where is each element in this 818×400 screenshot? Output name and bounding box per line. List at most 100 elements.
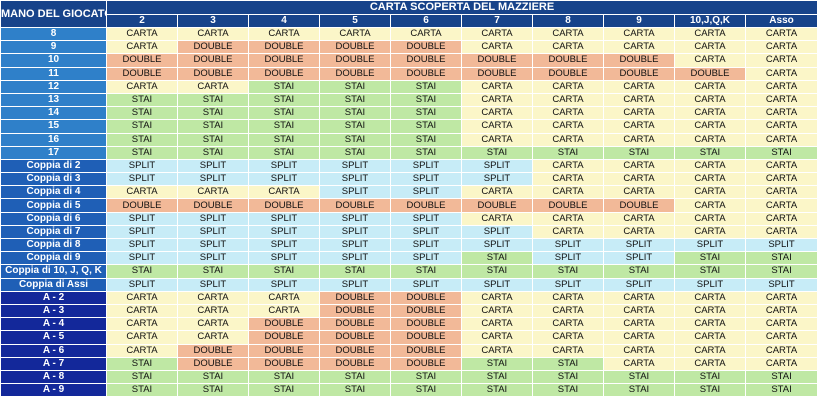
action-cell: STAI — [177, 369, 249, 385]
action-cell: SPLIT — [106, 211, 178, 226]
action-cell: DOUBLE — [319, 356, 391, 371]
action-cell: DOUBLE — [390, 343, 462, 358]
action-cell: DOUBLE — [390, 303, 462, 319]
action-cell: CARTA — [603, 40, 675, 55]
action-cell: CARTA — [177, 185, 249, 200]
table-row: Coppia di 2 SPLIT SPLIT SPLIT SPLIT SPLIT SPLI… — [0, 158, 818, 174]
action-cell: STAI — [177, 383, 249, 398]
action-cell: STAI — [177, 145, 249, 160]
action-cell: DOUBLE — [532, 198, 604, 213]
action-cell: CARTA — [532, 343, 604, 358]
action-cell: STAI — [319, 106, 391, 121]
player-hand-label: 17 — [0, 145, 107, 160]
action-cell: SPLIT — [390, 277, 462, 292]
action-cell: DOUBLE — [390, 198, 462, 213]
action-cell: CARTA — [461, 119, 533, 134]
action-cell: DOUBLE — [390, 290, 462, 305]
action-cell: STAI — [106, 369, 178, 385]
action-cell: STAI — [744, 145, 818, 160]
table-row: 14 STAI STAI STAI STAI STAI CARTA CARTA CARTA CAR… — [0, 106, 818, 121]
player-hand-label: Coppia di 9 — [0, 251, 107, 266]
action-cell: SPLIT — [603, 237, 675, 253]
action-cell: CARTA — [106, 330, 178, 345]
action-cell: SPLIT — [106, 224, 178, 240]
table-row: A - 2 CARTA CARTA CARTA DOUBLE DOUBLE CARTA CAR… — [0, 290, 818, 305]
action-cell: SPLIT — [674, 277, 746, 292]
player-hand-label: 8 — [0, 26, 107, 42]
action-cell: DOUBLE — [319, 53, 391, 68]
action-cell: STAI — [319, 383, 391, 398]
action-cell: STAI — [248, 369, 320, 385]
table-row: 13 STAI STAI STAI STAI STAI CARTA CARTA CARTA CAR… — [0, 92, 818, 108]
action-cell: DOUBLE — [319, 198, 391, 213]
table-row: 17 STAI STAI STAI STAI STAI STAI STAI STAI STAI ST… — [0, 145, 818, 160]
table-row: Coppia di 5 DOUBLE DOUBLE DOUBLE DOUBLE DOUBL… — [0, 198, 818, 213]
action-cell: SPLIT — [248, 172, 320, 187]
action-cell: DOUBLE — [390, 53, 462, 68]
action-cell: CARTA — [106, 40, 178, 55]
action-cell: DOUBLE — [390, 66, 462, 81]
action-cell: CARTA — [674, 53, 746, 68]
action-cell: CARTA — [532, 330, 604, 345]
action-cell: CARTA — [744, 26, 818, 42]
action-cell: STAI — [248, 145, 320, 160]
action-cell: CARTA — [461, 185, 533, 200]
action-cell: CARTA — [744, 198, 818, 213]
action-cell: CARTA — [603, 26, 675, 42]
action-cell: SPLIT — [106, 172, 178, 187]
action-cell: STAI — [248, 106, 320, 121]
table-row: Coppia di 10, J, Q, K STAI STAI STAI STAI STA… — [0, 264, 818, 279]
action-cell: STAI — [461, 383, 533, 398]
action-cell: CARTA — [461, 290, 533, 305]
action-cell: CARTA — [461, 92, 533, 108]
action-cell: CARTA — [674, 119, 746, 134]
action-cell: CARTA — [177, 79, 249, 94]
dealer-card-column: Asso — [744, 13, 818, 28]
action-cell: SPLIT — [603, 251, 675, 266]
action-cell: CARTA — [603, 119, 675, 134]
action-cell: DOUBLE — [177, 343, 249, 358]
action-cell: CARTA — [674, 92, 746, 108]
action-cell: DOUBLE — [248, 53, 320, 68]
action-cell: SPLIT — [744, 277, 818, 292]
action-cell: CARTA — [248, 26, 320, 42]
action-cell: SPLIT — [390, 237, 462, 253]
player-hand-label: 15 — [0, 119, 107, 134]
table-row: A - 6 CARTA DOUBLE DOUBLE DOUBLE DOUBLE CARTA C… — [0, 343, 818, 358]
table-row: 15 STAI STAI STAI STAI STAI CARTA CARTA CARTA CAR… — [0, 119, 818, 134]
action-cell: CARTA — [461, 330, 533, 345]
action-cell: SPLIT — [674, 237, 746, 253]
action-cell: CARTA — [603, 106, 675, 121]
action-cell: DOUBLE — [319, 40, 391, 55]
action-cell: SPLIT — [106, 158, 178, 174]
action-cell: STAI — [106, 383, 178, 398]
action-cell: STAI — [674, 145, 746, 160]
action-cell: SPLIT — [532, 251, 604, 266]
action-cell: CARTA — [532, 185, 604, 200]
action-cell: SPLIT — [461, 172, 533, 187]
action-cell: CARTA — [603, 356, 675, 371]
action-cell: SPLIT — [106, 251, 178, 266]
action-cell: CARTA — [744, 119, 818, 134]
action-cell: DOUBLE — [461, 66, 533, 81]
action-cell: CARTA — [532, 317, 604, 332]
action-cell: SPLIT — [532, 277, 604, 292]
action-cell: STAI — [461, 145, 533, 160]
player-hand-label: 13 — [0, 92, 107, 108]
dealer-card-column: 4 — [248, 13, 320, 28]
action-cell: DOUBLE — [603, 66, 675, 81]
action-cell: STAI — [674, 264, 746, 279]
action-cell: CARTA — [744, 66, 818, 81]
player-hand-label: A - 3 — [0, 303, 107, 319]
action-cell: CARTA — [603, 79, 675, 94]
action-cell: STAI — [319, 369, 391, 385]
action-cell: STAI — [744, 264, 818, 279]
action-cell: CARTA — [674, 185, 746, 200]
player-hand-label: 9 — [0, 40, 107, 55]
action-cell: CARTA — [532, 40, 604, 55]
action-cell: DOUBLE — [177, 53, 249, 68]
action-cell: DOUBLE — [248, 356, 320, 371]
action-cell: CARTA — [106, 26, 178, 42]
action-cell: SPLIT — [390, 224, 462, 240]
action-cell: CARTA — [461, 79, 533, 94]
